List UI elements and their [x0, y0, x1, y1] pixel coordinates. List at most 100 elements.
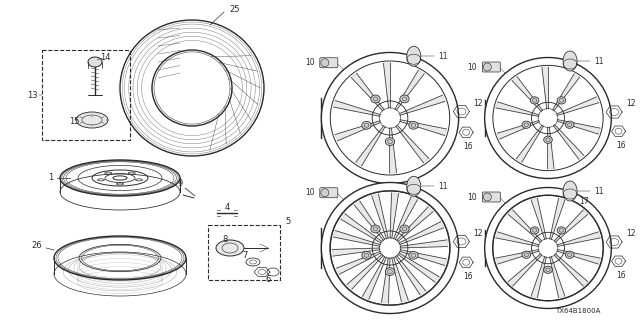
- Polygon shape: [333, 230, 380, 246]
- Polygon shape: [496, 102, 539, 116]
- Text: 16: 16: [616, 141, 625, 150]
- Polygon shape: [390, 193, 399, 238]
- Ellipse shape: [531, 97, 539, 104]
- Ellipse shape: [409, 121, 418, 129]
- Polygon shape: [531, 198, 547, 239]
- Polygon shape: [516, 125, 543, 162]
- FancyBboxPatch shape: [483, 192, 500, 202]
- Ellipse shape: [483, 193, 492, 201]
- Text: 11: 11: [594, 57, 604, 66]
- Text: 10: 10: [468, 193, 477, 202]
- Text: 2: 2: [382, 204, 388, 212]
- Polygon shape: [354, 201, 385, 240]
- Ellipse shape: [400, 225, 409, 233]
- Polygon shape: [399, 222, 444, 244]
- Polygon shape: [548, 127, 554, 169]
- Ellipse shape: [483, 63, 492, 71]
- Ellipse shape: [385, 268, 395, 276]
- Ellipse shape: [371, 225, 380, 233]
- Text: 14: 14: [100, 52, 111, 61]
- Text: 11: 11: [438, 182, 447, 191]
- Polygon shape: [383, 63, 390, 108]
- Text: 3: 3: [540, 197, 546, 206]
- Ellipse shape: [407, 176, 421, 196]
- Text: 26: 26: [31, 242, 42, 251]
- Ellipse shape: [324, 185, 456, 311]
- Ellipse shape: [522, 121, 531, 128]
- Polygon shape: [398, 253, 439, 282]
- Text: 12: 12: [474, 99, 483, 108]
- Ellipse shape: [362, 252, 371, 259]
- Ellipse shape: [407, 46, 421, 66]
- Polygon shape: [554, 124, 584, 159]
- Ellipse shape: [557, 227, 566, 234]
- Ellipse shape: [385, 138, 395, 146]
- Polygon shape: [496, 250, 539, 264]
- Ellipse shape: [88, 57, 102, 67]
- Polygon shape: [508, 210, 542, 242]
- Text: 13: 13: [28, 91, 38, 100]
- Ellipse shape: [522, 251, 531, 258]
- Polygon shape: [400, 240, 447, 248]
- Text: 10: 10: [305, 188, 315, 197]
- Text: 6: 6: [265, 276, 270, 284]
- Ellipse shape: [557, 97, 566, 104]
- Polygon shape: [557, 232, 600, 246]
- Text: 11: 11: [594, 187, 604, 196]
- Polygon shape: [557, 97, 599, 116]
- Text: 10: 10: [305, 58, 315, 67]
- Polygon shape: [395, 256, 426, 295]
- Ellipse shape: [216, 240, 244, 256]
- Ellipse shape: [330, 191, 450, 305]
- Polygon shape: [497, 121, 540, 139]
- Polygon shape: [332, 248, 380, 256]
- Text: 9: 9: [178, 180, 183, 188]
- Polygon shape: [531, 257, 547, 298]
- Polygon shape: [512, 77, 543, 111]
- Polygon shape: [394, 197, 417, 239]
- Polygon shape: [550, 257, 565, 298]
- Text: 16: 16: [463, 142, 473, 151]
- Polygon shape: [554, 210, 588, 242]
- Ellipse shape: [76, 112, 108, 128]
- Ellipse shape: [493, 196, 603, 300]
- Text: 4: 4: [225, 203, 230, 212]
- Ellipse shape: [371, 95, 380, 103]
- Ellipse shape: [531, 227, 539, 234]
- Polygon shape: [390, 128, 397, 173]
- Text: 8: 8: [223, 236, 228, 244]
- Text: 25: 25: [229, 5, 239, 14]
- Ellipse shape: [409, 252, 418, 259]
- Polygon shape: [542, 67, 548, 109]
- Polygon shape: [372, 194, 388, 239]
- Text: 16: 16: [616, 271, 625, 280]
- Text: 12: 12: [626, 229, 636, 238]
- Text: 12: 12: [474, 229, 483, 238]
- Ellipse shape: [362, 121, 371, 129]
- Text: 1: 1: [48, 173, 53, 182]
- FancyBboxPatch shape: [320, 188, 338, 198]
- Polygon shape: [362, 257, 387, 299]
- Ellipse shape: [543, 136, 552, 143]
- Polygon shape: [557, 250, 600, 264]
- Polygon shape: [347, 254, 383, 289]
- Polygon shape: [395, 70, 424, 110]
- Ellipse shape: [400, 95, 409, 103]
- Polygon shape: [341, 214, 382, 243]
- Polygon shape: [337, 252, 381, 274]
- Text: TX64B1800A: TX64B1800A: [555, 308, 600, 314]
- Text: 5: 5: [285, 218, 291, 227]
- Polygon shape: [496, 232, 539, 246]
- Ellipse shape: [563, 181, 577, 201]
- Polygon shape: [557, 120, 600, 134]
- Ellipse shape: [484, 188, 611, 308]
- Polygon shape: [552, 74, 580, 111]
- Ellipse shape: [563, 51, 577, 71]
- Ellipse shape: [321, 189, 329, 197]
- Ellipse shape: [321, 52, 459, 183]
- Text: 17: 17: [579, 197, 589, 206]
- Polygon shape: [333, 100, 380, 116]
- Polygon shape: [351, 73, 384, 111]
- Text: 11: 11: [438, 52, 447, 61]
- Text: 12: 12: [626, 100, 636, 108]
